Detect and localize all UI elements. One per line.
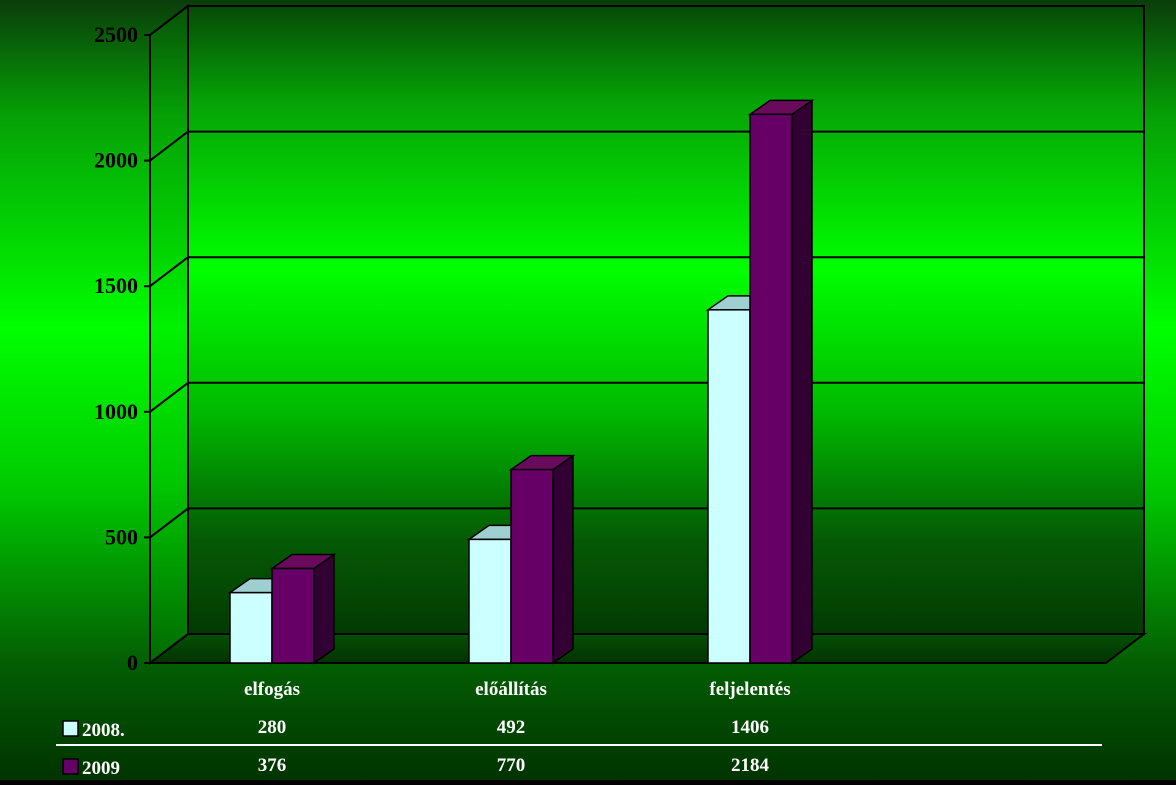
back-wall	[187, 5, 1145, 635]
gridline	[149, 256, 1144, 287]
y-tick-label: 1500	[94, 273, 138, 298]
legend-label: 2009	[82, 758, 120, 779]
legend-label: 2008.	[82, 720, 125, 741]
gridline	[149, 130, 1144, 162]
data-label: 770	[497, 755, 526, 776]
bar	[747, 98, 815, 665]
y-tick-label: 0	[127, 650, 138, 675]
bar	[269, 553, 337, 665]
bar	[508, 454, 576, 665]
y-tick-label: 1000	[94, 399, 138, 424]
side-wall	[149, 3, 189, 666]
legend-swatch	[62, 758, 79, 775]
data-label: 376	[258, 755, 287, 776]
gridline	[149, 381, 1144, 413]
data-label: 1406	[731, 717, 769, 738]
x-tick-label: előállítás	[475, 679, 547, 700]
data-label: 492	[497, 717, 526, 738]
gridline	[149, 507, 1144, 539]
y-tick-label: 500	[105, 524, 138, 549]
x-tick-label: elfogás	[244, 679, 300, 700]
data-label: 280	[258, 717, 287, 738]
x-tick-label: feljelentés	[709, 679, 790, 700]
data-label: 2184	[731, 755, 770, 776]
y-tick-label: 2500	[94, 22, 138, 47]
y-tick-label: 2000	[94, 148, 138, 173]
gridline	[149, 5, 1144, 36]
legend-swatch	[62, 720, 79, 737]
